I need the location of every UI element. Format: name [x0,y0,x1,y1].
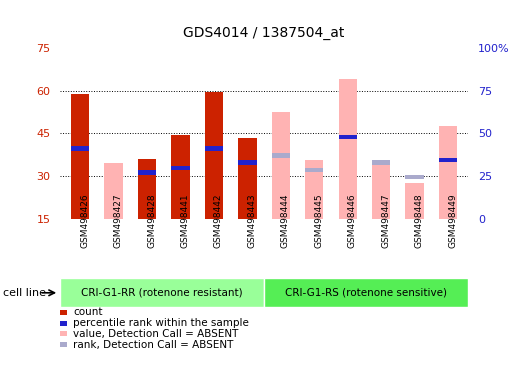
Bar [71,146,89,151]
Bar [264,278,468,307]
Text: GSM498443: GSM498443 [247,194,256,248]
Bar [238,138,257,219]
Text: GSM498441: GSM498441 [180,194,189,248]
Text: GSM498442: GSM498442 [214,194,223,248]
Text: GSM498428: GSM498428 [147,194,156,248]
Bar [60,278,264,307]
Text: CRI-G1-RS (rotenone sensitive): CRI-G1-RS (rotenone sensitive) [285,288,447,298]
Text: CRI-G1-RR (rotenone resistant): CRI-G1-RR (rotenone resistant) [81,288,243,298]
Bar [271,112,290,219]
Bar [172,135,190,219]
Bar [172,166,190,170]
Text: GSM498447: GSM498447 [381,194,390,248]
Bar [238,161,257,165]
Text: GSM498446: GSM498446 [348,194,357,248]
Text: rank, Detection Call = ABSENT: rank, Detection Call = ABSENT [73,339,234,350]
Text: cell line: cell line [3,288,46,298]
Bar [71,94,89,219]
Text: GSM498445: GSM498445 [314,194,323,248]
Bar [372,161,390,165]
Bar [439,158,457,162]
Bar [138,159,156,219]
Bar [405,175,424,179]
Bar [338,135,357,139]
Bar [439,126,457,219]
Bar [338,79,357,219]
Bar [305,161,323,219]
Text: value, Detection Call = ABSENT: value, Detection Call = ABSENT [73,329,238,339]
Bar [271,153,290,158]
Bar [105,163,123,219]
Text: GSM498427: GSM498427 [113,194,123,248]
Bar [138,170,156,175]
Text: GSM498444: GSM498444 [281,194,290,248]
Bar [205,92,223,219]
Bar [405,183,424,219]
Bar [205,146,223,151]
Text: percentile rank within the sample: percentile rank within the sample [73,318,249,328]
Bar [372,161,390,219]
Text: GSM498426: GSM498426 [80,194,89,248]
Text: GSM498448: GSM498448 [415,194,424,248]
Bar [305,168,323,172]
Text: GDS4014 / 1387504_at: GDS4014 / 1387504_at [184,26,345,40]
Text: count: count [73,307,103,318]
Text: GSM498449: GSM498449 [448,194,457,248]
